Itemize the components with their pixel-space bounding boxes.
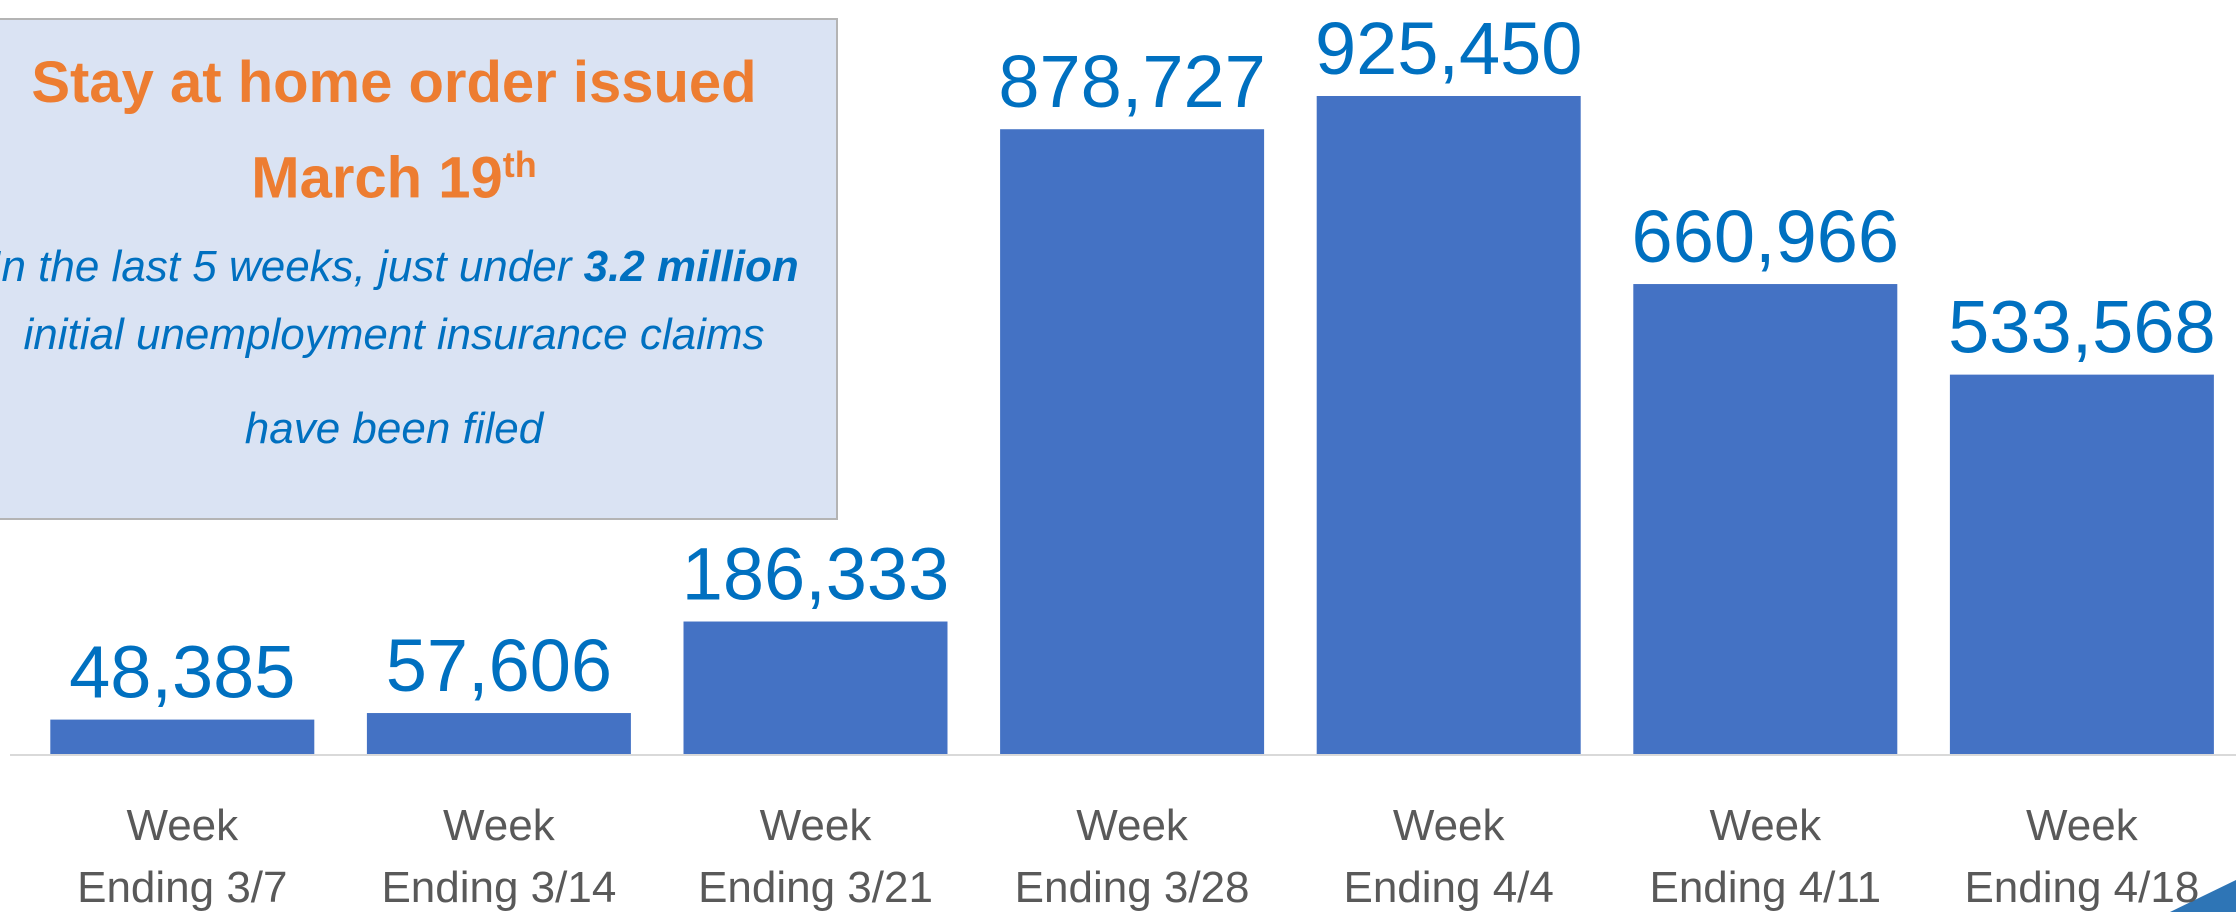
bar xyxy=(366,713,631,754)
value-label: 925,450 xyxy=(1315,7,1583,90)
x-tick-label: Week Ending 3/7 xyxy=(77,801,288,912)
bar xyxy=(1316,96,1581,754)
x-tick-label: Week Ending 4/18 xyxy=(1964,801,2200,912)
annotation-text: have been filed xyxy=(244,404,544,454)
bar xyxy=(1633,284,1898,754)
corner-decoration xyxy=(2170,880,2236,912)
value-label: 57,606 xyxy=(386,624,612,707)
annotation-line: In the last 5 weeks, just under 3.2 mill… xyxy=(0,233,836,301)
bar xyxy=(1949,374,2214,754)
bar xyxy=(50,719,315,754)
value-label: 878,727 xyxy=(998,40,1266,123)
annotation-title: Stay at home order issued xyxy=(31,50,757,115)
value-label: 533,568 xyxy=(1948,286,2216,369)
annotation-text: In the last 5 weeks, just under xyxy=(0,242,584,292)
annotation-date-suffix: th xyxy=(502,144,537,185)
annotation-date: March 19th xyxy=(0,124,836,219)
annotation-box: Stay at home order issued March 19th In … xyxy=(0,18,838,520)
x-tick-label: Week Ending 4/4 xyxy=(1343,801,1554,912)
annotation-text: initial unemployment insurance claims xyxy=(23,310,765,360)
annotation-date-text: March 19 xyxy=(251,145,503,211)
bar xyxy=(683,621,948,754)
x-tick-label: Week Ending 3/28 xyxy=(1014,801,1250,912)
x-tick-label: Week Ending 4/11 xyxy=(1649,801,1882,912)
value-label: 186,333 xyxy=(682,533,950,616)
annotation-emphasis: 3.2 million xyxy=(583,242,799,292)
bar xyxy=(1000,129,1265,754)
x-tick-label: Week Ending 3/14 xyxy=(381,801,617,912)
value-label: 660,966 xyxy=(1632,195,1900,278)
value-label: 48,385 xyxy=(69,631,295,714)
x-tick-label: Week Ending 3/21 xyxy=(698,801,933,912)
